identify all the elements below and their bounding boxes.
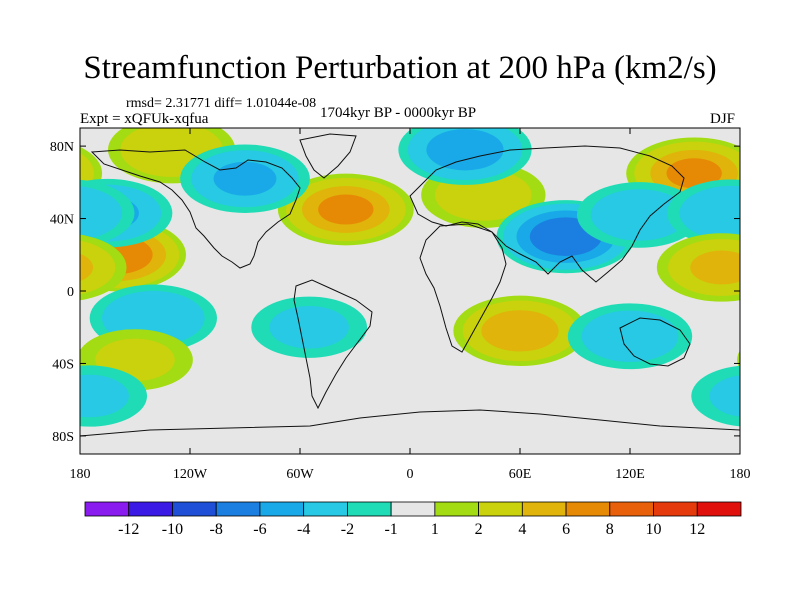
contour-fill [80,374,129,418]
colorbar-label: -12 [118,521,139,538]
season-label: DJF [710,111,736,127]
anomaly-center [576,182,702,248]
colorbar-label: 6 [562,521,570,538]
contour-fill [481,310,559,352]
chart-title: Streamfunction Perturbation at 200 hPa (… [83,50,717,86]
colorbar-label: 8 [606,521,614,538]
y-tick-label: 40N [50,213,74,228]
x-tick-label: 180 [70,467,91,482]
x-tick-label: 120W [173,467,208,482]
colorbar-label: -1 [384,521,397,538]
colorbar-swatch [390,501,436,517]
anomaly-center [567,303,693,370]
colorbar-swatch [696,501,742,517]
colorbar-swatch [259,501,305,517]
experiment-label: Expt = xQFUk-xqfua [80,111,209,127]
axes: 180 120W 60W 0 60E 120E 180 80N 40N 0 40S 80S [50,128,751,482]
colorbar-swatch [346,501,392,517]
coastline-greenland [299,133,357,179]
contour-fill [318,194,374,225]
colorbar-label: -8 [210,521,223,538]
colorbar-label: 1 [431,521,439,538]
x-tick-label: 180 [730,467,751,482]
coastline-south-america [293,279,373,410]
contour-fill [690,250,740,285]
contour-fill [269,305,349,349]
colorbar-label: 12 [689,521,705,538]
rmsd-stats-label: rmsd= 2.31771 diff= 1.01044e-08 [126,96,317,111]
colorbar-swatch [653,501,698,517]
contour-fill-wrap [80,186,123,240]
anomaly-center [277,173,414,246]
contour-fill-wrap [737,350,740,370]
anomaly-center [80,233,740,302]
colorbar-swatch [172,501,217,517]
y-tick-label: 40S [52,357,74,372]
anomaly-center [251,296,368,358]
contour-fill [581,310,679,362]
coastline-eurasia [409,145,685,283]
x-tick-label: 60W [286,467,314,482]
anomaly-center [180,144,310,213]
colorbar-swatch [128,501,173,517]
y-tick-label: 80S [52,430,74,445]
contour-fill [426,129,504,171]
colorbar-swatch [215,501,261,517]
colorbar-swatch [521,501,567,517]
colorbar-label: -6 [253,521,266,538]
contour-fill-wrap [80,240,116,295]
contour-fill-wrap [709,375,740,417]
colorbar-swatch [434,501,480,517]
colorbar: -12 -10 -8 -6 -4 -2 -1 1 2 4 6 8 10 12 [84,501,742,538]
coastline-africa [419,223,507,353]
colorbar-swatch [609,501,654,517]
colorbar-label: 10 [646,521,662,538]
contour-fill [679,185,740,241]
coastline-antarctica [80,409,740,437]
colorbar-label: 4 [518,521,526,538]
y-tick-label: 80N [50,140,74,155]
anomaly-center [80,179,740,247]
period-label: 1704kyr BP - 0000kyr BP [320,105,477,121]
contour-fill-wrap [736,204,740,222]
contour-fill [666,158,722,189]
colorbar-label: -10 [162,521,183,538]
field-layer [80,128,740,454]
contour-fill-wrap [80,253,94,282]
colorbar-label: 2 [475,521,483,538]
colorbar-swatch [565,501,611,517]
anomaly-center [80,365,740,427]
contour-fill [213,161,277,196]
colorbar-label: -4 [297,521,310,538]
coastlines [80,133,740,437]
anomaly-center [453,295,587,367]
coastline-australia [619,317,691,367]
coastline-north-america [90,149,301,269]
contour-fill [590,189,688,241]
x-tick-label: 0 [407,467,414,482]
colorbar-swatch [303,501,348,517]
y-tick-label: 0 [67,285,74,300]
x-tick-label: 60E [509,467,532,482]
anomaly-center [398,128,532,185]
colorbar-label: -2 [341,521,354,538]
colorbar-swatch [478,501,523,517]
colorbar-swatch [84,501,130,517]
x-tick-label: 120E [615,467,645,482]
